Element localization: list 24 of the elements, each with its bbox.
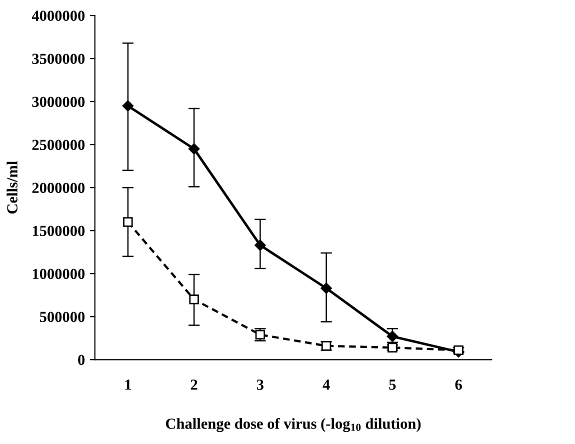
point	[122, 100, 134, 112]
y-tick-label: 2500000	[32, 140, 85, 150]
x-tick-label: 3	[256, 380, 264, 390]
x-axis-title: Challenge dose of virus (-log$_{10}$ dilution)	[166, 418, 421, 432]
point	[320, 282, 332, 294]
y-axis-title: Cells/ml	[6, 161, 18, 214]
y-tick-label: 1000000	[32, 268, 85, 280]
y-tick-label: 500000	[40, 312, 85, 322]
y-tick-label: 1500000	[32, 226, 85, 236]
y-tick-label: 0	[78, 354, 85, 366]
x-tick-label: 2	[190, 380, 198, 390]
x-tick-label: 4	[322, 380, 330, 390]
point	[123, 217, 133, 227]
x-tick-label: 6	[455, 380, 462, 390]
point	[188, 143, 200, 154]
point	[189, 294, 199, 304]
point	[386, 330, 398, 342]
y-tick-label: 4000000	[32, 10, 85, 21]
x-tick-label: 1	[125, 380, 131, 390]
y-tick-label: 2000000	[32, 182, 85, 194]
point	[254, 240, 266, 251]
y-tick-label: 3500000	[32, 54, 85, 64]
y-tick-label: 3000000	[32, 96, 85, 108]
x-tick-label: 5	[389, 380, 396, 390]
